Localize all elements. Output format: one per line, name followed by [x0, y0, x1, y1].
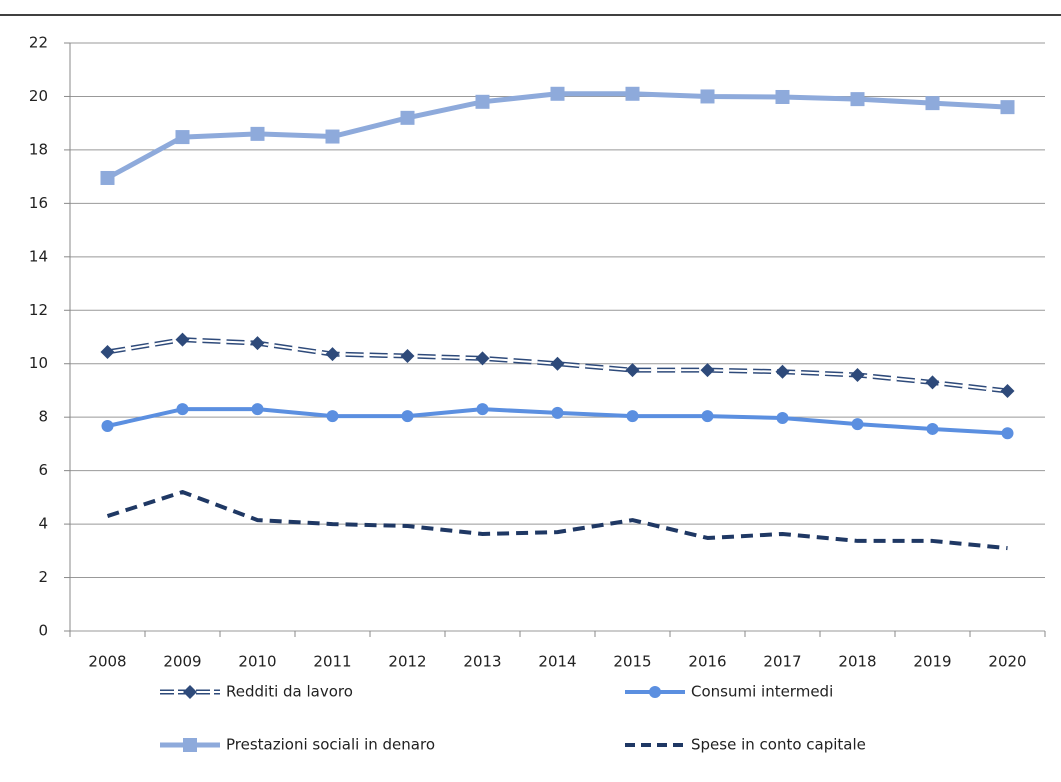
x-tick-label: 2013 [463, 653, 501, 671]
x-tick-label: 2009 [163, 653, 201, 671]
point [101, 420, 114, 433]
x-tick-label: 2015 [613, 653, 651, 671]
point [851, 418, 864, 431]
point [625, 363, 640, 378]
point [925, 375, 940, 390]
x-tick-label: 2014 [538, 653, 576, 671]
point [1000, 100, 1015, 115]
y-tick-label: 18 [29, 140, 48, 158]
legend-label: Prestazioni sociali in denaro [226, 736, 435, 754]
y-tick-label: 0 [38, 622, 48, 640]
x-tick-label: 2020 [988, 653, 1026, 671]
y-tick-label: 20 [29, 87, 48, 105]
point [850, 92, 865, 107]
point [700, 363, 715, 378]
legend-label: Redditi da lavoro [226, 683, 353, 701]
point [325, 129, 340, 144]
y-tick-label: 8 [38, 408, 48, 426]
y-tick-label: 6 [38, 461, 48, 479]
point [326, 410, 339, 423]
point [325, 347, 340, 362]
x-tick-label: 2010 [238, 653, 276, 671]
point [550, 356, 565, 371]
x-tick-label: 2016 [688, 653, 726, 671]
legend-marker [649, 686, 661, 698]
point [700, 89, 715, 104]
point [100, 344, 115, 359]
y-tick-label: 12 [29, 301, 48, 319]
y-tick-label: 2 [38, 568, 48, 586]
point [775, 89, 790, 104]
point [550, 86, 565, 101]
point [175, 130, 190, 145]
point [176, 403, 189, 416]
series-line [106, 490, 1008, 551]
y-tick-label: 22 [29, 34, 48, 52]
point [626, 410, 639, 423]
point [551, 406, 564, 419]
point [175, 332, 190, 347]
y-tick-label: 16 [29, 194, 48, 212]
point [850, 367, 865, 382]
y-tick-label: 14 [29, 247, 48, 265]
point [926, 422, 939, 435]
point [475, 351, 490, 366]
point [625, 86, 640, 101]
x-tick-label: 2011 [313, 653, 351, 671]
point [400, 110, 415, 125]
x-tick-label: 2019 [913, 653, 951, 671]
x-tick-label: 2018 [838, 653, 876, 671]
point [776, 411, 789, 424]
point [251, 403, 264, 416]
point [775, 364, 790, 379]
point [250, 126, 265, 141]
point [100, 170, 115, 185]
x-tick-label: 2008 [88, 653, 126, 671]
x-tick-label: 2017 [763, 653, 801, 671]
x-tick-label: 2012 [388, 653, 426, 671]
point [476, 403, 489, 416]
point [401, 410, 414, 423]
point [925, 96, 940, 111]
legend-label: Spese in conto capitale [691, 736, 866, 754]
legend-marker [183, 685, 197, 699]
legend-label: Consumi intermedi [691, 683, 833, 701]
point [400, 348, 415, 363]
point [250, 336, 265, 351]
series-line [106, 91, 1008, 181]
point [701, 410, 714, 423]
point [1000, 383, 1015, 398]
legend-marker [183, 738, 197, 752]
point [1001, 427, 1014, 440]
point [475, 94, 490, 109]
y-tick-label: 4 [38, 515, 48, 533]
y-tick-label: 10 [29, 354, 48, 372]
